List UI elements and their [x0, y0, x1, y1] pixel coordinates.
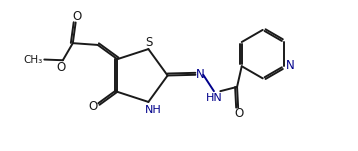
Text: N: N	[286, 59, 295, 72]
Text: O: O	[89, 100, 98, 113]
Text: O: O	[72, 10, 82, 23]
Text: N: N	[195, 68, 204, 81]
Text: S: S	[145, 36, 153, 49]
Text: O: O	[57, 61, 66, 74]
Text: O: O	[234, 108, 244, 120]
Text: HN: HN	[206, 93, 223, 103]
Text: NH: NH	[145, 105, 161, 115]
Text: CH₃: CH₃	[23, 55, 43, 64]
